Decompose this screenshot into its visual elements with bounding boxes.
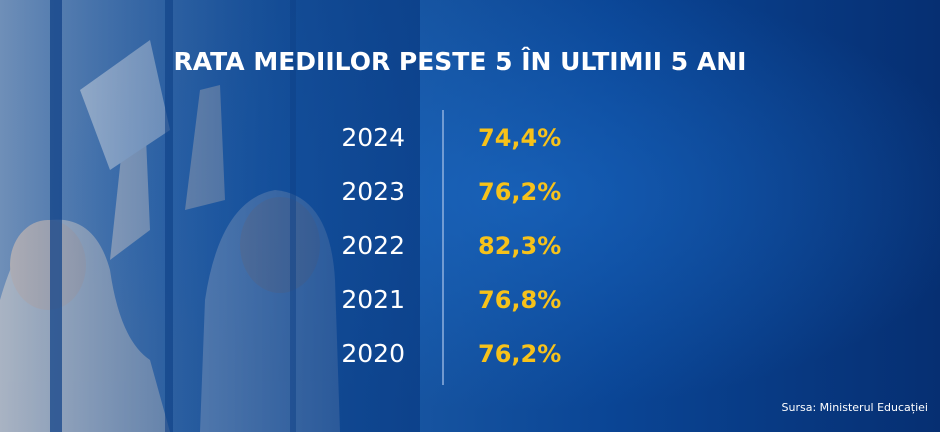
percentage: 76,2% xyxy=(478,178,561,206)
year: 2023 xyxy=(341,177,405,206)
year: 2024 xyxy=(341,123,405,152)
year: 2021 xyxy=(341,285,405,314)
source: Sursa: Ministerul Educației xyxy=(782,401,928,414)
percentage: 82,3% xyxy=(478,232,561,260)
stripe xyxy=(50,0,62,432)
year: 2020 xyxy=(341,339,405,368)
title: RATA MEDIILOR PESTE 5 ÎN ULTIMII 5 ANI xyxy=(174,47,747,76)
photo-fade xyxy=(0,0,420,432)
percentage: 74,4% xyxy=(478,124,561,152)
percentage: 76,2% xyxy=(478,340,561,368)
stripe xyxy=(165,0,173,432)
stripe xyxy=(290,0,296,432)
year: 2022 xyxy=(341,231,405,260)
percentage: 76,8% xyxy=(478,286,561,314)
